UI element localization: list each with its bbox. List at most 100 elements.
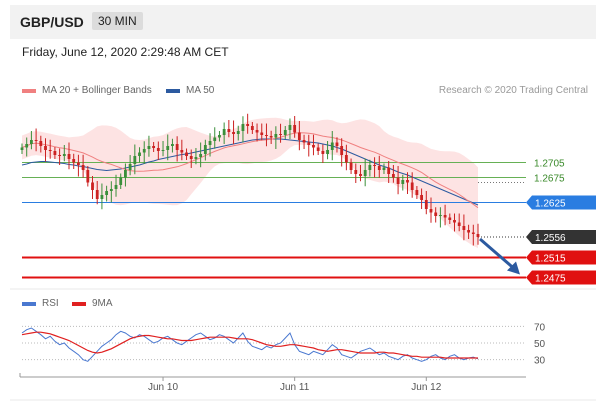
candle-body xyxy=(67,154,71,159)
candle-body xyxy=(415,190,419,195)
timeframe-badge[interactable]: 30 MIN xyxy=(92,12,143,30)
level-label-1.2705: 1.2705 xyxy=(534,159,565,170)
candle-body xyxy=(241,124,245,131)
candle-body xyxy=(396,177,400,184)
candle-body xyxy=(424,200,428,209)
candle-body xyxy=(119,177,123,185)
9ma-line xyxy=(21,331,478,359)
ma50-swatch xyxy=(166,88,180,93)
candle-body xyxy=(288,125,292,130)
rsi-line xyxy=(21,327,479,362)
candle-body xyxy=(128,164,132,170)
candle-body xyxy=(293,125,297,133)
candle-body xyxy=(283,130,287,135)
candle-body xyxy=(326,150,329,154)
candle-body xyxy=(307,142,311,145)
level-tag-1.2625 xyxy=(526,195,596,210)
level-label-1.2475: 1.2475 xyxy=(535,274,566,285)
candle-body xyxy=(203,145,207,154)
level-tag-1.2475 xyxy=(526,270,596,285)
candle-body xyxy=(232,132,235,134)
legend-ma20: MA 20 + Bollinger Bands xyxy=(22,85,152,96)
x-label-Jun 11: Jun 11 xyxy=(280,382,310,393)
candle-body xyxy=(330,142,334,150)
candle-body xyxy=(53,151,57,155)
candle-body xyxy=(91,182,94,190)
level-tag-1.2556 xyxy=(526,230,596,244)
candle-body xyxy=(147,146,151,149)
candle-body xyxy=(368,165,372,170)
9ma-swatch xyxy=(72,301,86,306)
candle-body xyxy=(438,215,442,216)
ma20-swatch xyxy=(22,88,36,93)
candle-body xyxy=(302,140,306,143)
ma50-line xyxy=(21,138,479,206)
candle-body xyxy=(39,141,43,146)
candle-body xyxy=(453,220,456,223)
candle-body xyxy=(363,170,367,176)
candle-body xyxy=(420,195,423,200)
timestamp: Friday, June 12, 2020 2:29:48 AM CET xyxy=(22,45,229,59)
candle-body xyxy=(448,217,452,220)
candle-body xyxy=(81,165,85,170)
candle-body xyxy=(189,156,193,159)
rsi-tick-70: 70 xyxy=(534,322,546,333)
candle-body xyxy=(218,135,221,138)
legend-rsi-label: RSI xyxy=(42,298,59,309)
candle-body xyxy=(373,165,376,166)
candle-body xyxy=(297,132,301,140)
candle-body xyxy=(72,159,76,163)
rsi-tick-30: 30 xyxy=(534,356,546,367)
forecast-arrow-head xyxy=(507,261,520,275)
candle-body xyxy=(359,174,362,176)
candle-body xyxy=(156,148,160,151)
level-label-1.2515: 1.2515 xyxy=(535,254,566,265)
candle-body xyxy=(354,170,358,174)
candle-body xyxy=(194,157,198,159)
candle-body xyxy=(349,162,353,170)
candle-body xyxy=(260,132,264,135)
candle-body xyxy=(109,189,113,191)
candle-body xyxy=(391,174,395,178)
candle-body xyxy=(246,124,250,126)
candle-body xyxy=(312,145,315,148)
forecast-arrow-line xyxy=(479,237,515,270)
candle-body xyxy=(161,150,165,151)
candle-body xyxy=(100,195,104,199)
candle-body xyxy=(344,155,348,163)
candle-body xyxy=(227,129,231,132)
candle-body xyxy=(48,150,52,151)
ma20-line xyxy=(21,132,479,209)
candle-body xyxy=(175,144,179,150)
candle-body xyxy=(138,152,141,156)
legend-9ma-label: 9MA xyxy=(92,298,113,309)
level-label-1.2625: 1.2625 xyxy=(535,199,566,210)
instrument-title: GBP/USD xyxy=(20,14,84,30)
legend-ma20-label: MA 20 + Bollinger Bands xyxy=(42,85,152,96)
legend-rsi: RSI xyxy=(22,298,59,309)
x-label-Jun 12: Jun 12 xyxy=(411,382,441,393)
candle-body xyxy=(443,215,447,218)
candle-body xyxy=(166,146,170,150)
credit-text: Research © 2020 Trading Central xyxy=(438,85,588,96)
candle-body xyxy=(467,230,471,233)
candle-body xyxy=(222,129,226,135)
legend-ma50: MA 50 xyxy=(166,85,214,96)
candle-body xyxy=(199,154,203,157)
level-label-1.2556: 1.2556 xyxy=(535,233,566,244)
candle-body xyxy=(213,137,217,141)
chart-header: GBP/USD 30 MIN xyxy=(10,5,596,39)
candle-body xyxy=(471,232,475,234)
candle-body xyxy=(62,154,66,156)
candle-body xyxy=(406,180,409,183)
candle-body xyxy=(476,234,480,237)
rsi-swatch xyxy=(22,301,36,306)
candle-body xyxy=(44,146,47,150)
bollinger-band xyxy=(22,117,478,249)
level-tag-1.2515 xyxy=(526,250,596,265)
candle-body xyxy=(20,147,24,150)
candle-body xyxy=(185,152,188,156)
candle-body xyxy=(340,146,344,155)
candle-body xyxy=(114,185,118,189)
